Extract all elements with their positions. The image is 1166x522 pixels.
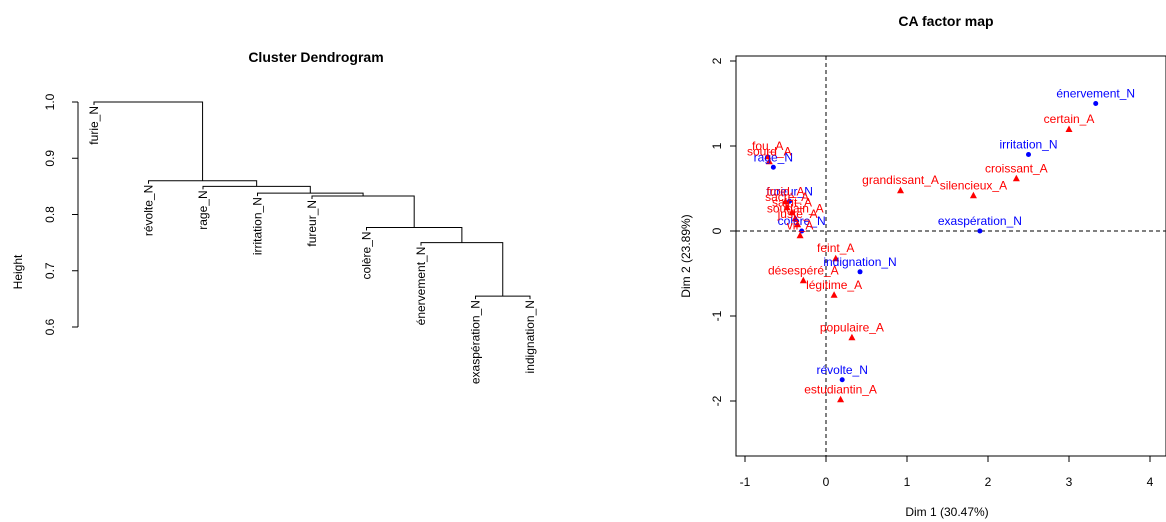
ca-x-tick-label: 1: [904, 475, 911, 489]
dendrogram-leaf-exasperation-n: exaspération_N: [469, 300, 483, 384]
ca-label-certain-a: certain_A: [1044, 112, 1095, 126]
ca-y-tick-label: -2: [710, 395, 724, 406]
ca-xlabel: Dim 1 (30.47%): [905, 505, 988, 519]
ca-label-legitime-a: légitime_A: [806, 278, 862, 292]
dendrogram-leaf-fureur-n: fureur_N: [305, 200, 319, 247]
ca-label-sourd-a: sourd_A: [747, 144, 792, 158]
ca-point-croissant-a: [1012, 174, 1020, 182]
dendrogram-y-tick-label: 0.6: [43, 318, 57, 335]
ca-label-silencieux-a: silencieux_A: [940, 178, 1007, 192]
cluster-dendrogram: Cluster Dendrogram Height 0.6 0.7 0.8 0.9 1.…: [11, 49, 537, 384]
dendrogram-link: [475, 295, 531, 300]
ca-label-irritation-n: irritation_N: [999, 138, 1057, 152]
dendrogram-title: Cluster Dendrogram: [248, 49, 383, 65]
ca-ylabel: Dim 2 (23.89%): [679, 214, 693, 297]
ca-x-ticks: -1 0 1 2 3 4: [740, 456, 1154, 489]
ca-x-tick-label: 2: [985, 475, 992, 489]
ca-point-froid-a: [782, 197, 789, 205]
ca-label-soudain-a: soudain_A: [767, 201, 824, 215]
ca-point-revolte-n: [839, 377, 845, 383]
dendrogram-y-tick-label: 0.7: [43, 262, 57, 279]
ca-label-fou-a: fou_A: [752, 139, 783, 153]
dendrogram-leaf-indignation-n: indignation_N: [523, 300, 537, 373]
dendrogram-links: [93, 101, 531, 300]
ca-label-populaire-a: populaire_A: [820, 320, 884, 334]
ca-point-legitime-a: [830, 291, 838, 298]
ca-point-silencieux-a: [969, 191, 977, 199]
ca-label-rage-n: rage_N: [754, 150, 793, 164]
dendrogram-link: [366, 226, 463, 243]
dendrogram-leaf-irritation-n: irritation_N: [251, 197, 265, 255]
ca-point-irritation-n: [1026, 152, 1031, 157]
ca-label-feint-a: feint_A: [817, 241, 854, 255]
ca-label-colere-n: colère_N: [778, 214, 826, 228]
ca-point-fureur-n: [787, 198, 793, 204]
ca-point-feint-a: [832, 254, 840, 262]
dendrogram-y-tick-label: 0.9: [43, 150, 57, 167]
ca-label-desespere-a: désespéré_A: [768, 263, 839, 277]
ca-label-grandissant-a: grandissant_A: [862, 173, 939, 187]
ca-point-colere-n: [799, 228, 805, 234]
ca-point-labels: énervement_N irritation_N exaspération_N ra…: [747, 87, 1135, 397]
ca-point-rage-n: [770, 164, 776, 170]
dendrogram-y-tick-label: 1.0: [43, 93, 57, 110]
ca-label-estudiantin-a: estudiantin_A: [804, 382, 877, 396]
ca-point-saint-a: [788, 208, 796, 216]
ca-point-juste-a: [794, 220, 802, 228]
ca-label-enervement-n: énervement_N: [1056, 87, 1135, 101]
ca-y-tick-label: 1: [710, 142, 724, 149]
ca-x-tick-label: 3: [1066, 475, 1073, 489]
dendrogram-leaf-rage-n: rage_N: [196, 190, 210, 229]
ca-point-grandissant-a: [897, 186, 905, 194]
ca-point-populaire-a: [848, 333, 856, 341]
ca-label-juste-a: juste_A: [777, 207, 818, 221]
dendrogram-link: [93, 101, 204, 181]
ca-label-fureur-n: fureur_N: [766, 184, 813, 198]
ca-label-saint-a: saint_A: [772, 195, 812, 209]
ca-label-exasperation-n: exaspération_N: [938, 214, 1022, 228]
ca-points: [764, 101, 1099, 403]
dendrogram-leaf-revolte-n: révolte_N: [142, 185, 156, 236]
ca-x-tick-label: -1: [740, 475, 751, 489]
dendrogram-y-ticks: 0.6 0.7 0.8 0.9 1.0: [43, 93, 78, 335]
ca-label-croissant-a: croissant_A: [985, 161, 1048, 175]
ca-x-tick-label: 4: [1147, 475, 1154, 489]
ca-point-soudain-a: [791, 214, 799, 222]
ca-point-sourd-a: [765, 157, 773, 165]
ca-label-vif-a: vif_A: [787, 218, 814, 232]
ca-point-fou-a: [764, 152, 772, 160]
ca-point-certain-a: [1065, 125, 1073, 132]
ca-point-sacre-a: [783, 203, 791, 211]
ca-y-tick-label: -1: [710, 310, 724, 321]
ca-y-tick-label: 2: [710, 57, 724, 64]
ca-point-vif-a: [796, 231, 804, 239]
dendrogram-leaf-enervement-n: énervement_N: [414, 247, 428, 326]
ca-point-exasperation-n: [977, 228, 983, 234]
ca-point-desespere-a: [799, 276, 807, 284]
dendrogram-ylabel: Height: [11, 254, 25, 289]
dendrogram-leaf-labels: furie_N révolte_N rage_N irritation_N fureur…: [87, 106, 537, 384]
ca-label-sacre-a: sacré_A: [765, 190, 809, 204]
dendrogram-link: [311, 195, 415, 228]
dendrogram-leaf-colere-n: colère_N: [360, 231, 374, 279]
dendrogram-link: [202, 185, 311, 194]
dendrogram-leaf-furie-n: furie_N: [87, 106, 101, 145]
ca-label-indignation-n: indignation_N: [823, 255, 896, 269]
ca-label-revolte-n: révolte_N: [817, 363, 868, 377]
ca-point-indignation-n: [857, 269, 863, 275]
ca-label-froid-a: froid_A: [766, 184, 804, 198]
ca-plot-box: [735, 55, 1166, 457]
ca-x-tick-label: 0: [823, 475, 830, 489]
ca-title: CA factor map: [898, 13, 993, 29]
ca-y-tick-label: 0: [710, 227, 724, 234]
ca-point-enervement-n: [1093, 101, 1099, 106]
ca-point-estudiantin-a: [837, 395, 845, 403]
dendrogram-link: [420, 242, 504, 297]
dendrogram-link: [148, 180, 258, 187]
dendrogram-y-tick-label: 0.8: [43, 206, 57, 223]
ca-y-ticks: -2 -1 0 1 2: [710, 57, 736, 406]
ca-factor-map: CA factor map -1 0 1 2 3 4 -2 -1 0 1 2 Dim 1 (30.…: [679, 13, 1166, 519]
